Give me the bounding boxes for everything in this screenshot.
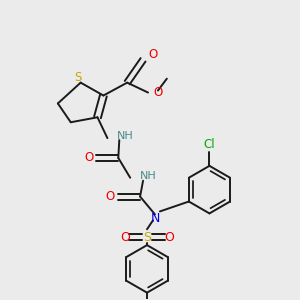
Text: O: O xyxy=(148,48,157,62)
Text: O: O xyxy=(106,190,115,203)
Text: NH: NH xyxy=(140,171,157,181)
Text: Cl: Cl xyxy=(204,138,215,151)
Text: NH: NH xyxy=(117,131,134,141)
Text: S: S xyxy=(143,231,151,244)
Text: O: O xyxy=(153,86,162,99)
Text: O: O xyxy=(164,231,174,244)
Text: S: S xyxy=(74,71,81,84)
Text: N: N xyxy=(150,212,160,225)
Text: O: O xyxy=(120,231,130,244)
Text: O: O xyxy=(84,152,93,164)
